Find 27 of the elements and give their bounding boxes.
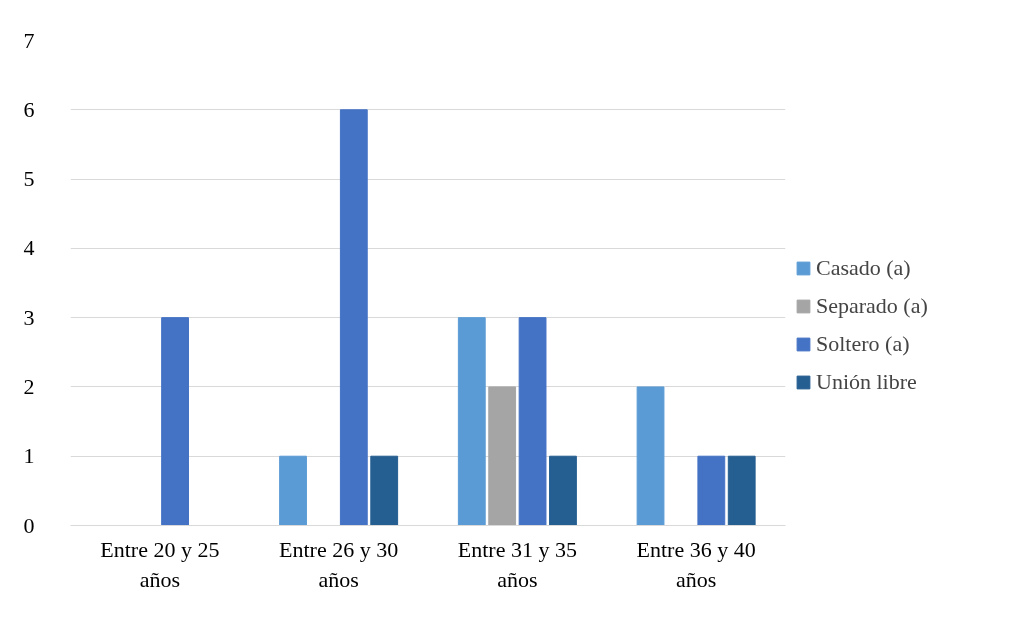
x-tick-label: Entre 36 y 40 años (636, 536, 756, 592)
y-tick-label: 0 (23, 512, 35, 538)
legend-label: Casado (a) (816, 255, 911, 281)
y-tick-label: 5 (23, 166, 35, 192)
bar (488, 386, 517, 526)
bar (161, 317, 189, 526)
y-tick-label: 2 (23, 373, 35, 399)
y-tick-label: 1 (23, 443, 35, 469)
bar (636, 386, 665, 526)
y-tick-label: 6 (23, 96, 35, 122)
legend-label: Separado (a) (816, 293, 928, 319)
x-tick-label: Entre 31 y 35 años (457, 536, 577, 592)
bar (279, 455, 307, 526)
y-tick-label: 3 (23, 304, 35, 330)
legend-label: Soltero (a) (816, 331, 910, 357)
bar (549, 455, 577, 526)
bar (518, 317, 547, 526)
bar (370, 455, 399, 526)
x-tick-label: Entre 20 y 25 años (100, 536, 220, 592)
x-tick-label: Entre 26 y 30 años (279, 536, 399, 592)
bar (727, 455, 756, 526)
bar (457, 317, 486, 526)
legend-label: Unión libre (816, 369, 917, 395)
bar (339, 109, 368, 526)
y-tick-label: 4 (23, 235, 35, 261)
y-tick-label: 7 (23, 27, 35, 53)
bar (697, 455, 726, 526)
